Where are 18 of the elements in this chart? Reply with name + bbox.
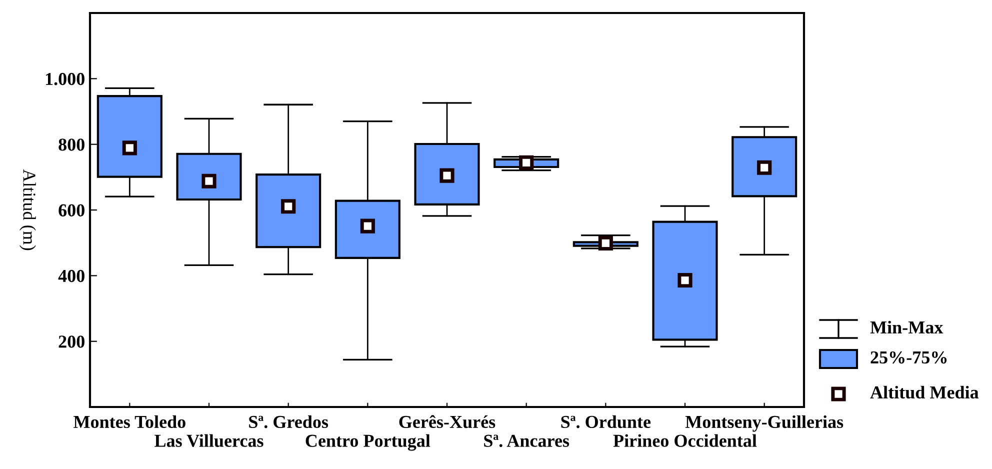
x-tick-label: Sª. Ordunte xyxy=(561,415,651,428)
x-tick-label: Sª. Gredos xyxy=(249,415,328,428)
y-tick-label: 400 xyxy=(58,270,84,282)
text: 25%-75% xyxy=(870,351,947,364)
x-tick-label: Gerês-Xurés xyxy=(399,415,496,428)
x-tick-label: Montseny-Guillerias xyxy=(685,415,844,432)
x-tick-label: Montes Toledo xyxy=(74,415,186,428)
text: Min-Max xyxy=(870,320,944,334)
text: Altitud Media xyxy=(870,386,979,399)
y-tick-label: 1.000 xyxy=(46,72,84,86)
x-tick-label: Pirineo Occidental xyxy=(613,434,757,447)
x-tick-label: Sª. Ancares xyxy=(484,434,570,447)
y-tick-label: 800 xyxy=(58,138,84,151)
y-tick-label: 200 xyxy=(58,336,84,348)
y-tick-label: 600 xyxy=(58,204,84,216)
x-tick-label: Las Villuercas xyxy=(154,434,264,448)
x-tick-label: Centro Portugal xyxy=(306,434,430,451)
y-axis-title: Altitud (m) xyxy=(20,169,36,250)
